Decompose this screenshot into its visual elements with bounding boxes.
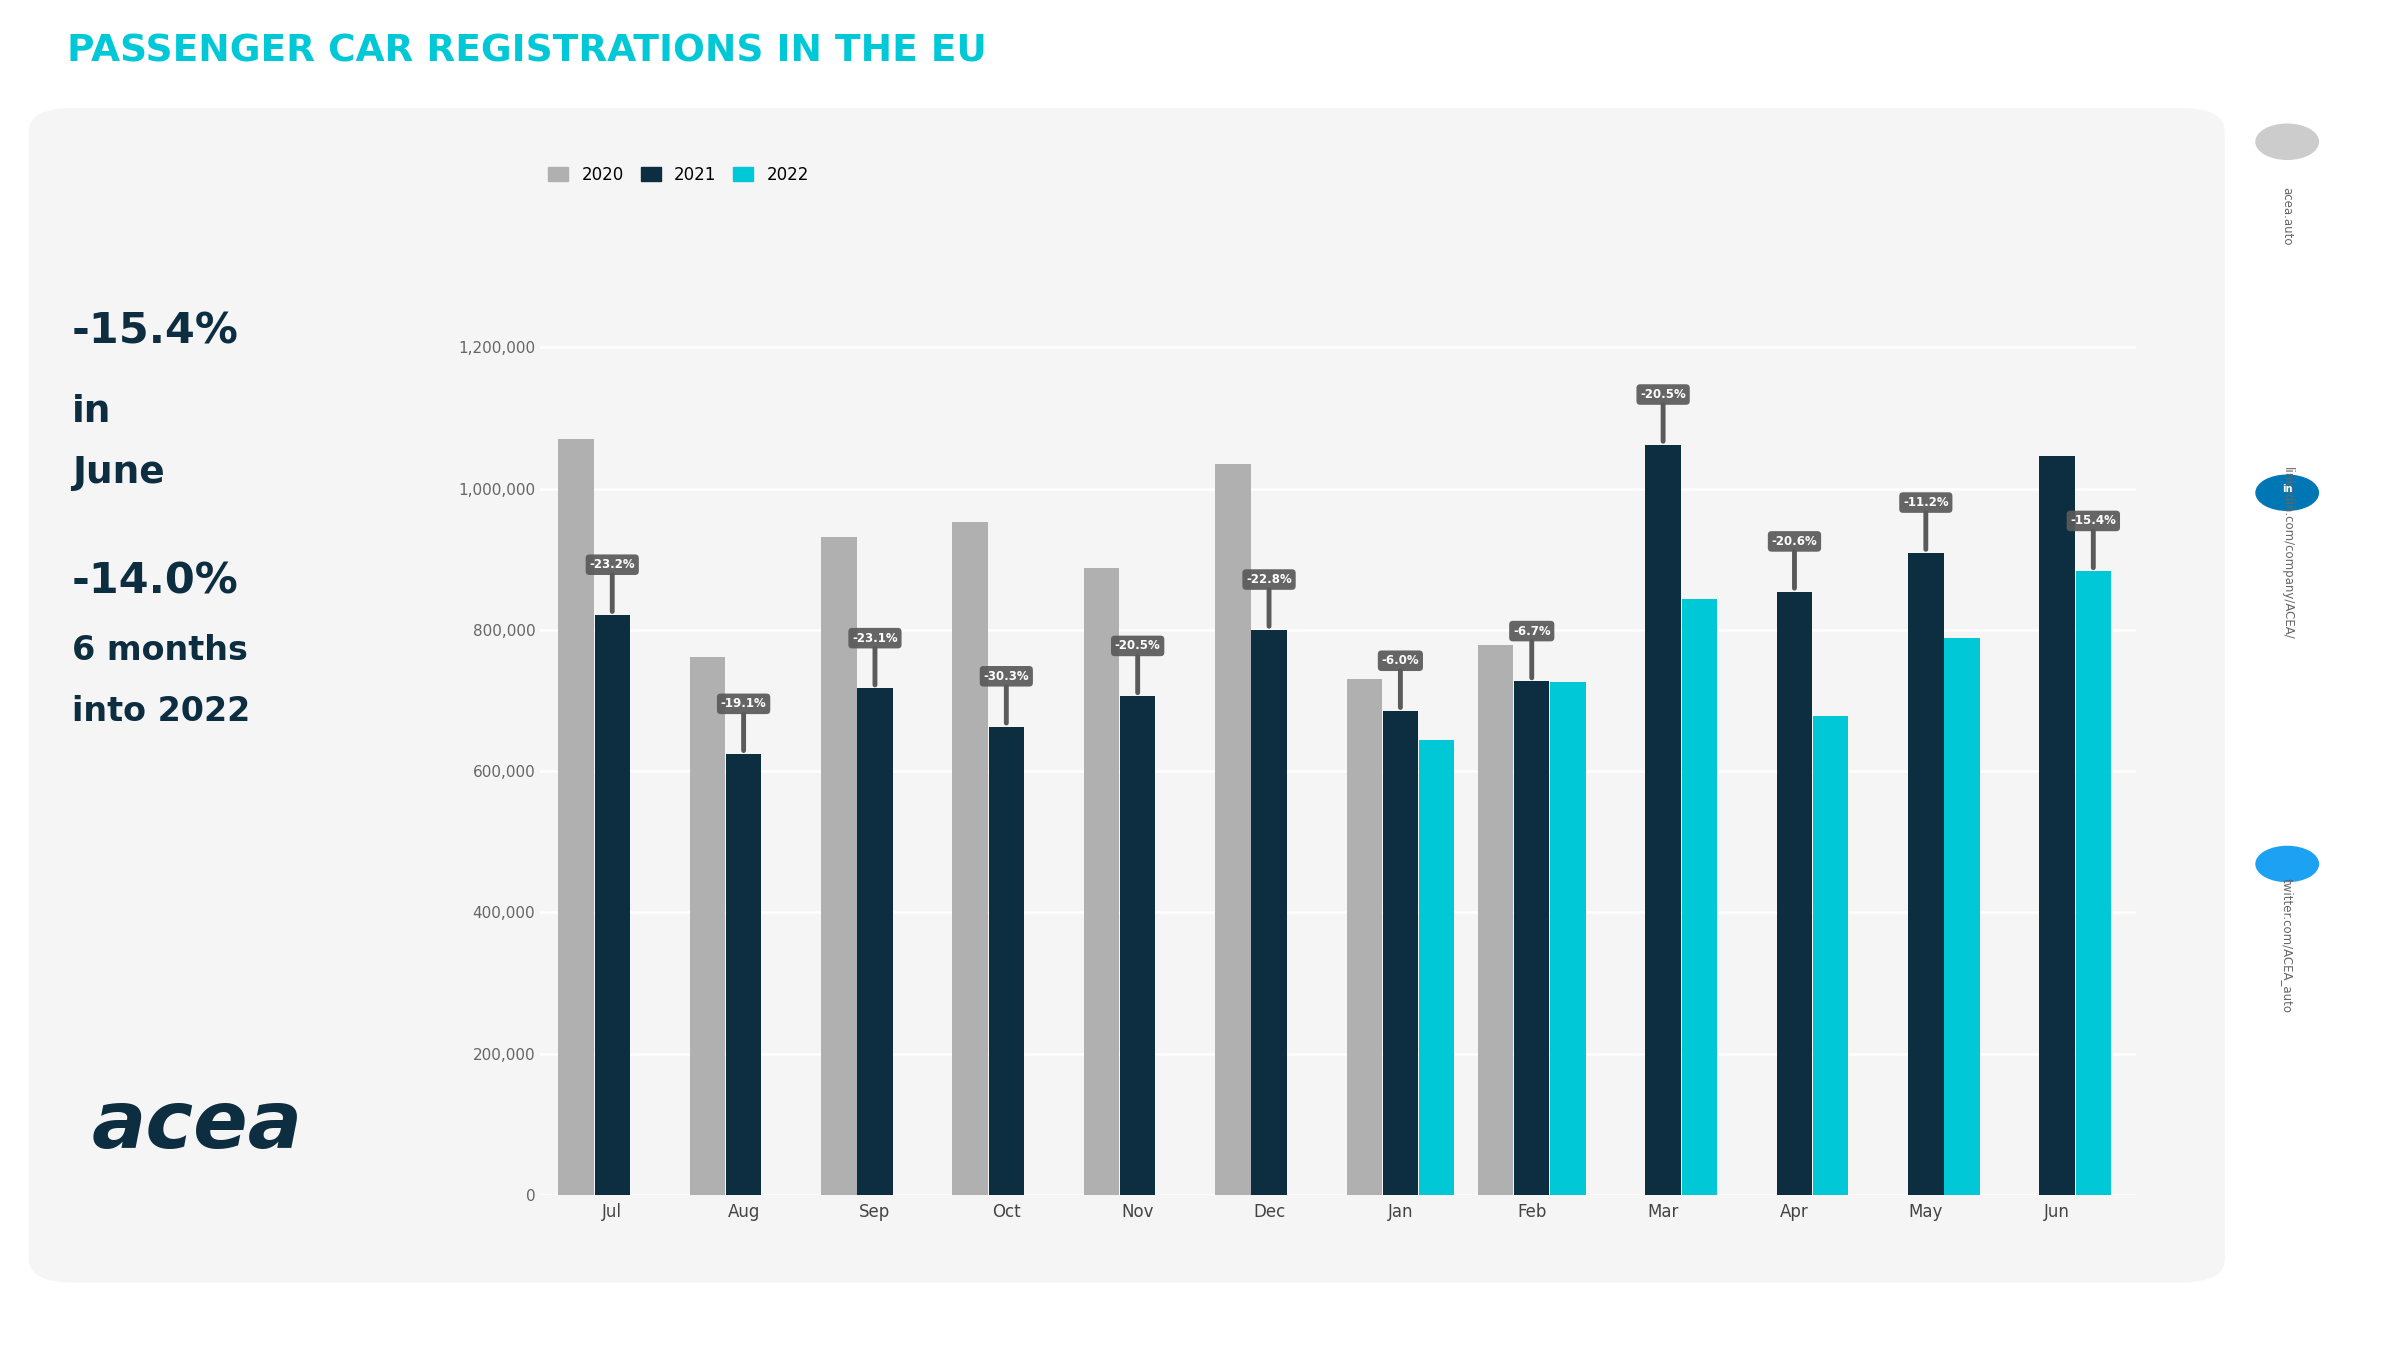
Text: -22.8%: -22.8% [1246, 572, 1291, 626]
Text: -20.6%: -20.6% [1771, 535, 1817, 589]
Bar [1418, 740, 1454, 1195]
Bar [559, 439, 593, 1195]
Bar [1812, 716, 1848, 1195]
Text: -20.5%: -20.5% [1116, 640, 1162, 693]
Bar [1346, 679, 1382, 1195]
Text: in: in [72, 394, 110, 431]
Bar [953, 522, 989, 1195]
Text: -14.0%: -14.0% [72, 560, 238, 602]
Bar [821, 536, 857, 1195]
Text: acea: acea [91, 1087, 302, 1165]
Bar [1682, 599, 1716, 1195]
Bar [1214, 464, 1250, 1195]
Bar [1646, 444, 1680, 1195]
Text: PASSENGER CAR REGISTRATIONS IN THE EU: PASSENGER CAR REGISTRATIONS IN THE EU [67, 34, 986, 70]
Text: -30.3%: -30.3% [984, 670, 1030, 724]
Text: into 2022: into 2022 [72, 695, 250, 728]
Text: -15.4%: -15.4% [72, 310, 240, 352]
Text: June: June [72, 455, 166, 491]
Bar [1776, 591, 1812, 1195]
Text: -23.2%: -23.2% [590, 558, 636, 612]
Bar [1085, 568, 1118, 1195]
Text: -6.0%: -6.0% [1382, 655, 1418, 707]
Bar [1514, 682, 1550, 1195]
Bar [1382, 711, 1418, 1195]
Text: -6.7%: -6.7% [1512, 625, 1550, 678]
Bar [857, 688, 893, 1195]
Bar [1908, 554, 1944, 1195]
Bar [1944, 637, 1980, 1195]
Text: -11.2%: -11.2% [1903, 495, 1949, 549]
Text: -20.5%: -20.5% [1639, 387, 1685, 441]
Legend: 2020, 2021, 2022: 2020, 2021, 2022 [547, 166, 809, 184]
Bar [2076, 571, 2112, 1195]
Text: -23.1%: -23.1% [852, 632, 898, 684]
Text: in: in [2282, 483, 2292, 494]
Bar [2040, 456, 2076, 1195]
Text: twitter.com/ACEA_auto: twitter.com/ACEA_auto [2280, 878, 2294, 1012]
Bar [989, 726, 1025, 1195]
Text: -15.4%: -15.4% [2071, 514, 2117, 568]
Bar [1550, 682, 1586, 1195]
Text: 6 months: 6 months [72, 634, 247, 667]
Bar [1478, 645, 1514, 1195]
Bar [595, 616, 629, 1195]
Bar [1250, 630, 1286, 1195]
Bar [1121, 697, 1154, 1195]
Bar [689, 656, 725, 1195]
Bar [725, 755, 761, 1195]
Text: acea.auto: acea.auto [2280, 186, 2294, 246]
Text: -19.1%: -19.1% [720, 698, 766, 751]
Text: linkedin.com/company/ACEA/: linkedin.com/company/ACEA/ [2280, 467, 2294, 640]
FancyBboxPatch shape [29, 108, 2225, 1282]
